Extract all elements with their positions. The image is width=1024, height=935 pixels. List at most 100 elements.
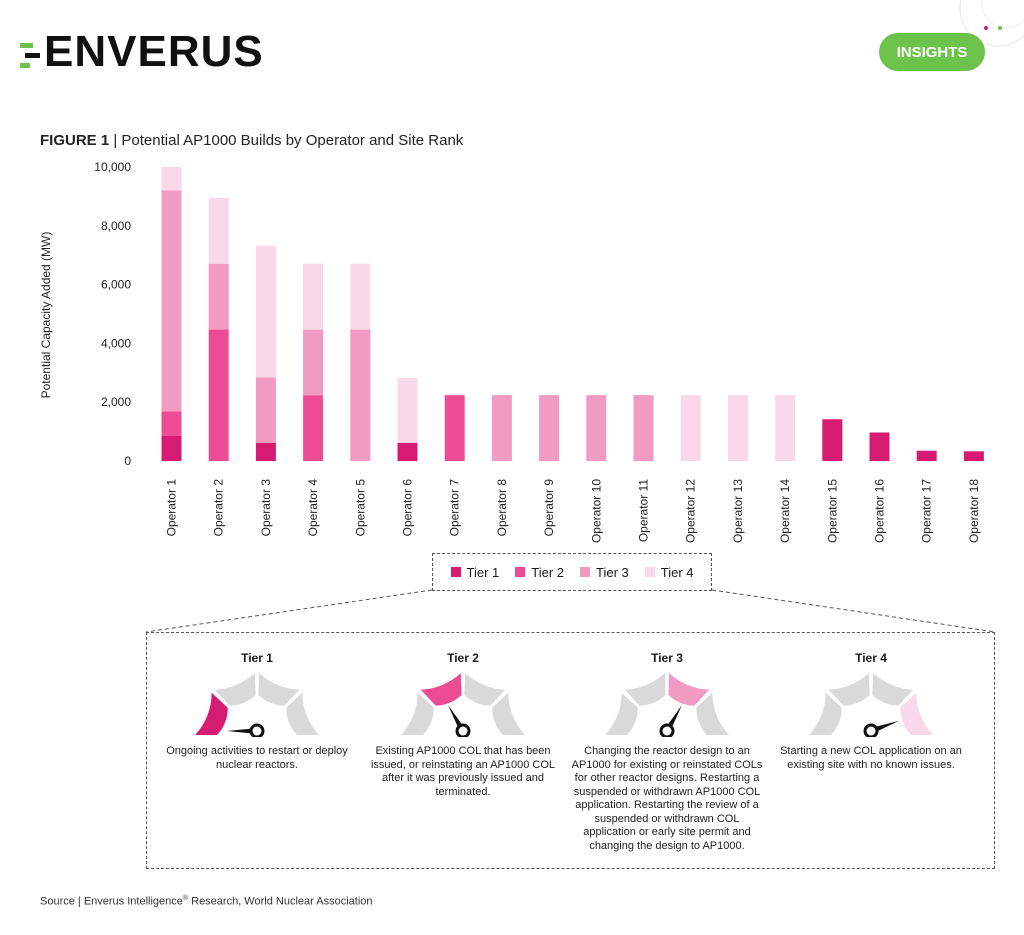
insights-badge[interactable]: INSIGHTS [879, 33, 985, 71]
y-tick-label: 2,000 [101, 395, 131, 409]
tier-description: Starting a new COL application on an exi… [780, 745, 962, 771]
x-tick-label: Operator 16 [873, 479, 887, 543]
x-tick-label: Operator 10 [589, 479, 603, 543]
logo-mark-icon [20, 34, 42, 70]
bar-segment [633, 395, 654, 461]
bar-segment [303, 263, 324, 330]
bar-segment [444, 395, 465, 461]
legend-connector [145, 589, 996, 633]
gauge-icon [195, 673, 319, 737]
x-tick-label: Operator 17 [920, 479, 934, 543]
legend-swatch [515, 567, 526, 577]
logo-bar-2 [25, 53, 40, 58]
bar-segment [680, 395, 701, 461]
gauge-segment [214, 673, 256, 706]
gauge-hub [249, 723, 265, 737]
x-tick-label: Operator 14 [778, 479, 792, 543]
x-tick-label: Operator 12 [684, 479, 698, 543]
x-tick-label: Operator 9 [542, 479, 556, 537]
y-axis: 0 2,000 4,000 6,000 8,000 10,000 [94, 160, 131, 468]
tier-card: Tier 4 Starting a new COL application on … [771, 633, 971, 772]
enverus-logo: ENVERUS [20, 30, 264, 74]
bar-segment [397, 442, 418, 461]
y-tick-label: 4,000 [101, 336, 131, 350]
gauge-hub [455, 723, 471, 737]
x-tick-label: Operator 7 [448, 479, 462, 537]
gauge-icon [401, 673, 525, 737]
bar-segment [161, 411, 182, 437]
gauge-segment [420, 673, 462, 706]
x-tick-label: Operator 18 [967, 479, 981, 543]
legend-item: Tier 4 [644, 564, 694, 580]
logo-bar-3 [20, 63, 30, 68]
gauge-segment [668, 673, 710, 706]
gauge-segment [195, 692, 228, 735]
chart-legend: Tier 1 Tier 2 Tier 3 Tier 4 [432, 553, 712, 591]
tier-explanations: Tier 1 Ongoing activities to restart or d… [146, 632, 995, 869]
gauge-segment [809, 692, 842, 735]
bars-group [161, 167, 984, 461]
legend-label: Tier 4 [660, 564, 694, 580]
gauge-segment [696, 692, 729, 735]
figure-title: FIGURE 1 | Potential AP1000 Builds by Op… [40, 132, 463, 149]
legend-item: Tier 2 [515, 565, 564, 580]
legend-item: Tier 3 [580, 565, 629, 580]
tier-title: Tier 1 [241, 651, 273, 665]
x-tick-label: Operator 2 [212, 479, 226, 537]
legend-swatch [580, 567, 590, 577]
legend-item: Tier 1 [450, 564, 500, 580]
gauge-icon [605, 673, 729, 737]
bar-segment [303, 395, 324, 461]
bar-segment [397, 377, 418, 443]
x-tick-label: Operator 8 [495, 479, 509, 537]
x-tick-label: Operator 11 [637, 479, 651, 542]
bar-segment [303, 329, 324, 396]
bar-segment [586, 395, 607, 461]
y-tick-label: 8,000 [101, 219, 131, 233]
gauge-segment [401, 692, 434, 735]
bar-segment [350, 263, 371, 330]
gauge-segment [258, 673, 300, 706]
tier-description: Ongoing activities to restart or deploy … [166, 745, 348, 771]
bar-segment [775, 395, 796, 461]
decorative-circles [959, 0, 1024, 47]
x-tick-label: Operator 3 [259, 479, 273, 537]
gauge-segment [624, 673, 666, 706]
bar-segment [208, 329, 229, 461]
logo-bar-1 [20, 43, 33, 48]
bar-segment [350, 329, 371, 461]
figure-separator: | [109, 132, 122, 149]
gauge-segment [900, 692, 933, 735]
legend-label: Tier 2 [531, 564, 564, 580]
gauge-segment [872, 673, 914, 706]
figure-title-text: Potential AP1000 Builds by Operator and … [121, 132, 464, 149]
legend-label: Tier 1 [466, 564, 500, 580]
tier-title: Tier 2 [447, 651, 479, 665]
x-tick-label: Operator 13 [731, 479, 745, 543]
bar-segment [161, 190, 182, 412]
x-tick-label: Operator 4 [306, 479, 320, 537]
y-tick-label: 0 [124, 454, 131, 468]
gauge-needle [227, 728, 257, 734]
y-tick-label: 6,000 [101, 278, 131, 292]
bar-segment [208, 263, 229, 330]
source-prefix: Source | Enverus Intelligence [40, 895, 183, 908]
bar-segment [822, 419, 843, 461]
figure-label: FIGURE 1 [40, 132, 110, 149]
source-note: Source | Enverus Intelligence® Research,… [40, 895, 373, 908]
gauge-segment [286, 692, 319, 735]
bar-segment [539, 395, 560, 461]
legend-swatch [450, 567, 461, 577]
tier-card: Tier 2 Existing AP1000 COL that has been … [363, 633, 563, 799]
gauge-segment [492, 692, 525, 735]
x-tick-label: Operator 5 [353, 479, 367, 537]
legend-swatch [644, 567, 655, 577]
bar-segment [491, 395, 512, 461]
bar-segment [727, 395, 748, 461]
tier-title: Tier 3 [651, 651, 683, 665]
tier-card: Tier 3 Changing the reactor design to an … [567, 633, 767, 853]
tier-title: Tier 4 [855, 651, 887, 665]
gauge-segment [605, 692, 638, 735]
bar-segment [916, 450, 937, 461]
